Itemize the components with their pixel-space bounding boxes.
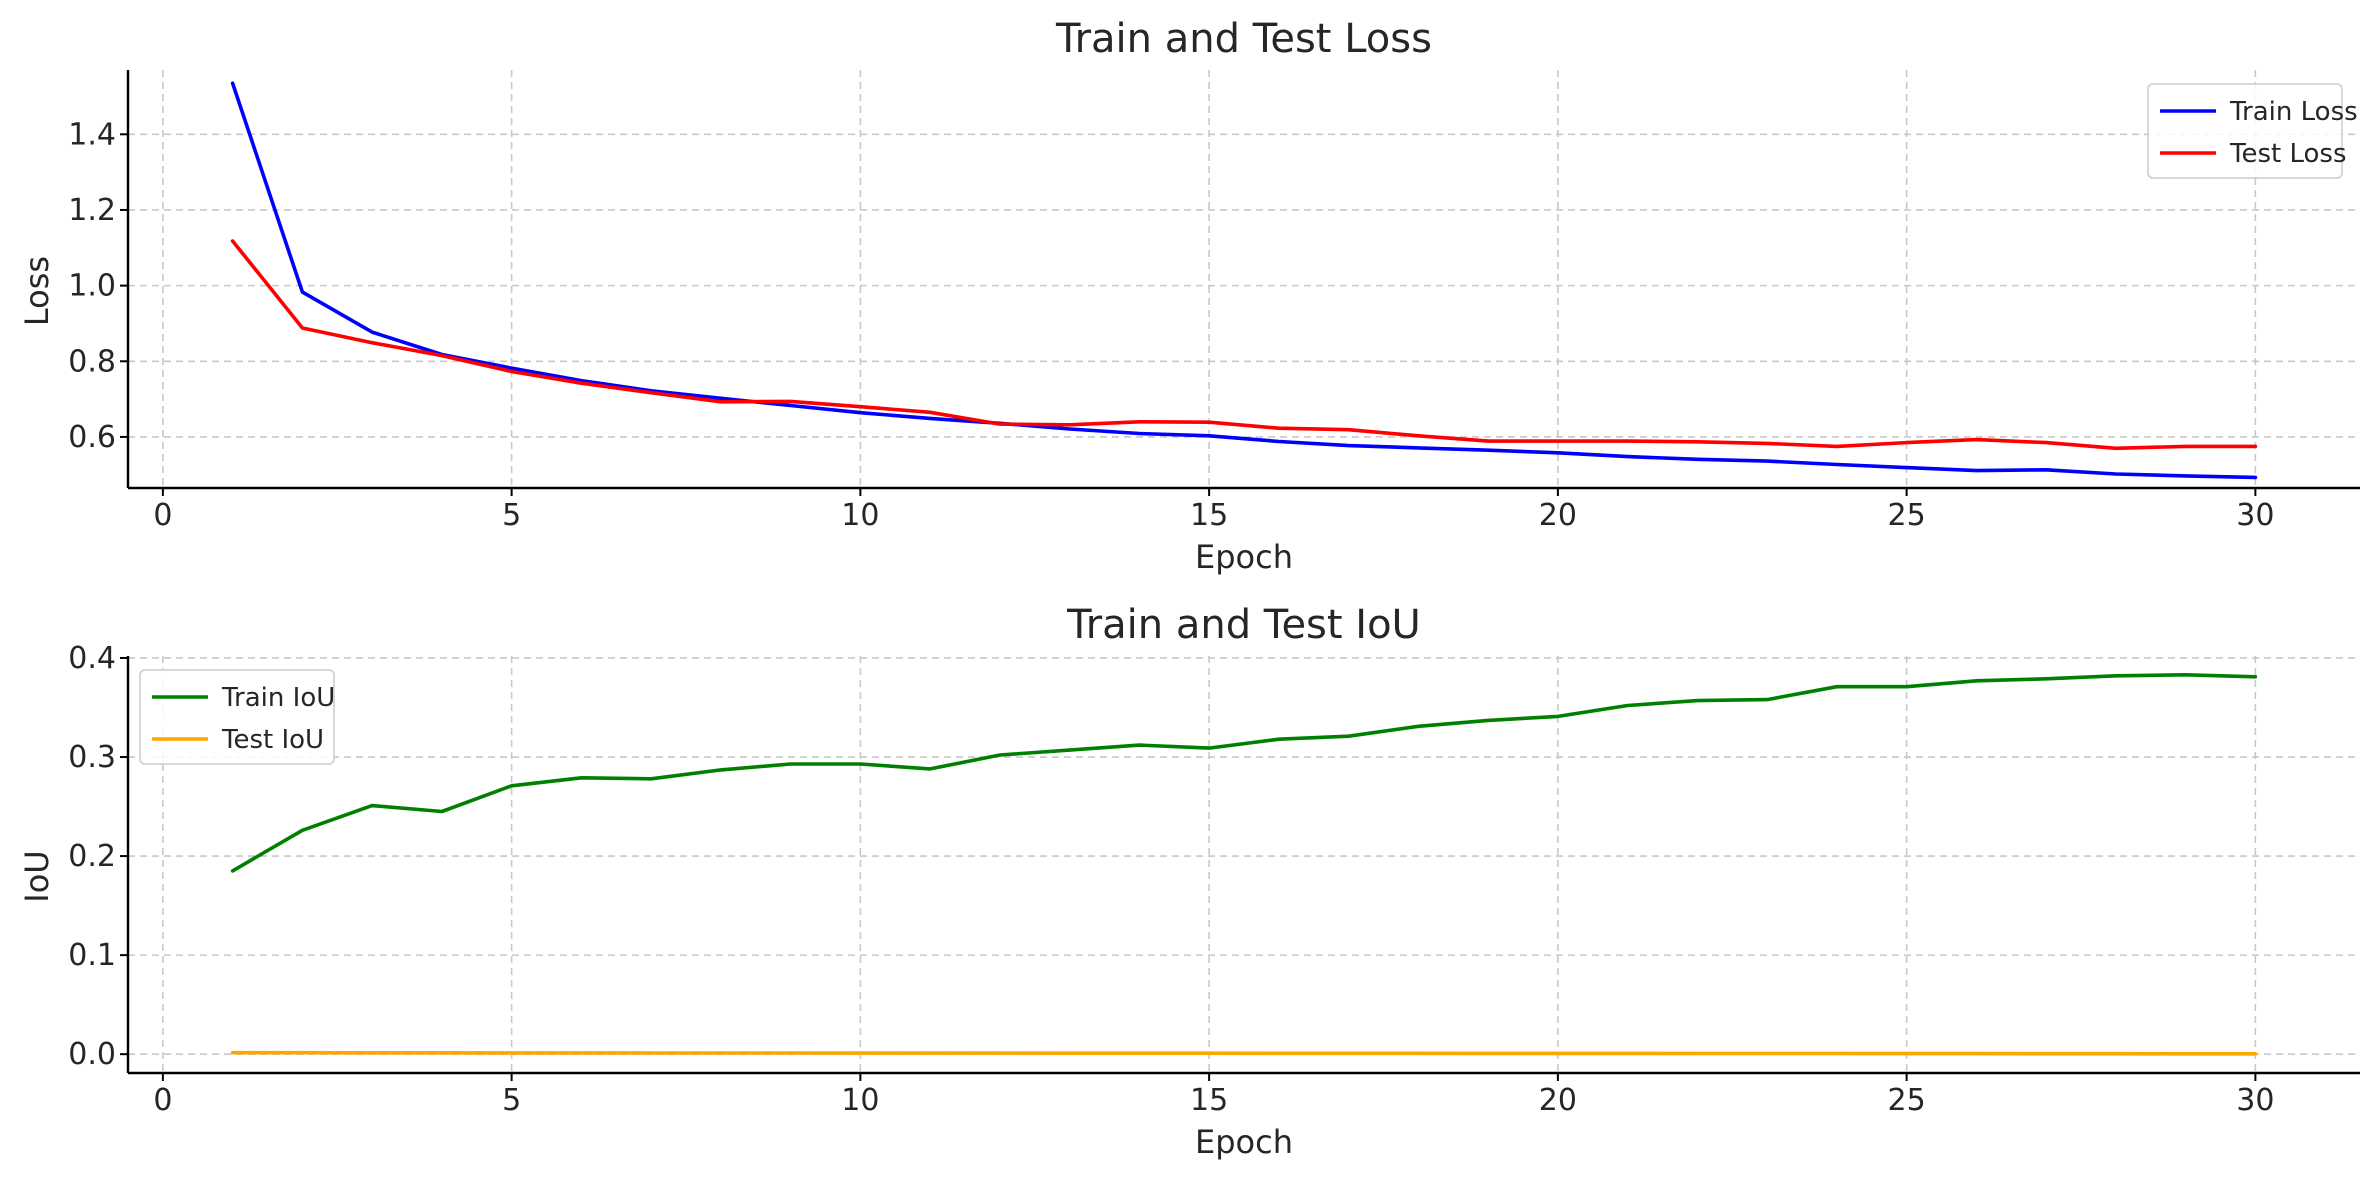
legend-entry: Test IoU (221, 725, 324, 755)
legend-entry: Train IoU (221, 683, 335, 713)
chart-panel-1: 0 5 10 15 20 25 30 0.6 0.8 1.0 1.2 1.4 Train and Tes… (18, 16, 2360, 576)
y-axis-label: Loss (18, 256, 56, 326)
y-tick-label: 0.4 (68, 641, 116, 676)
legend-entry: Train Loss (2229, 97, 2358, 127)
x-tick-label: 5 (502, 498, 521, 533)
legend-entry: Test Loss (2229, 139, 2347, 169)
y-tick-label: 1.0 (68, 269, 116, 304)
x-axis-label: Epoch (1195, 538, 1293, 576)
chart-panel-2: 0 5 10 15 20 25 30 0.0 0.1 0.2 0.3 0.4 Train and Tes… (18, 602, 2360, 1161)
series-line-test-loss (230, 239, 2258, 451)
legend: Train Loss Test Loss (2147, 83, 2358, 179)
y-tick-label: 0.2 (68, 839, 116, 874)
x-axis-label: Epoch (1195, 1123, 1293, 1161)
y-tick-label: 1.4 (68, 117, 116, 152)
x-tick-label: 30 (2236, 498, 2274, 533)
x-tick-label: 0 (153, 498, 172, 533)
chart-title: Train and Test Loss (1055, 16, 1432, 62)
x-tick-label: 10 (841, 498, 879, 533)
legend: Train IoU Test IoU (139, 669, 335, 765)
x-tick-label: 0 (153, 1083, 172, 1118)
x-tick-label: 5 (502, 1083, 521, 1118)
x-tick-label: 10 (841, 1083, 879, 1118)
x-tick-label: 25 (1888, 1083, 1926, 1118)
y-tick-label: 0.8 (68, 344, 116, 379)
series-line-train-iou (230, 672, 2258, 873)
series-line-train-loss (230, 81, 2258, 480)
series-line-test-iou (230, 1050, 2258, 1056)
x-tick-label: 15 (1190, 498, 1228, 533)
x-tick-label: 15 (1190, 1083, 1228, 1118)
x-tick-label: 20 (1539, 1083, 1577, 1118)
y-tick-label: 0.1 (68, 938, 116, 973)
x-tick-label: 25 (1888, 498, 1926, 533)
y-tick-label: 0.0 (68, 1037, 116, 1072)
chart-title: Train and Test IoU (1066, 602, 1421, 648)
y-axis-label: IoU (18, 850, 56, 902)
x-tick-label: 30 (2236, 1083, 2274, 1118)
x-tick-label: 20 (1539, 498, 1577, 533)
y-tick-label: 1.2 (68, 193, 116, 228)
y-tick-label: 0.3 (68, 740, 116, 775)
y-tick-label: 0.6 (68, 420, 116, 455)
